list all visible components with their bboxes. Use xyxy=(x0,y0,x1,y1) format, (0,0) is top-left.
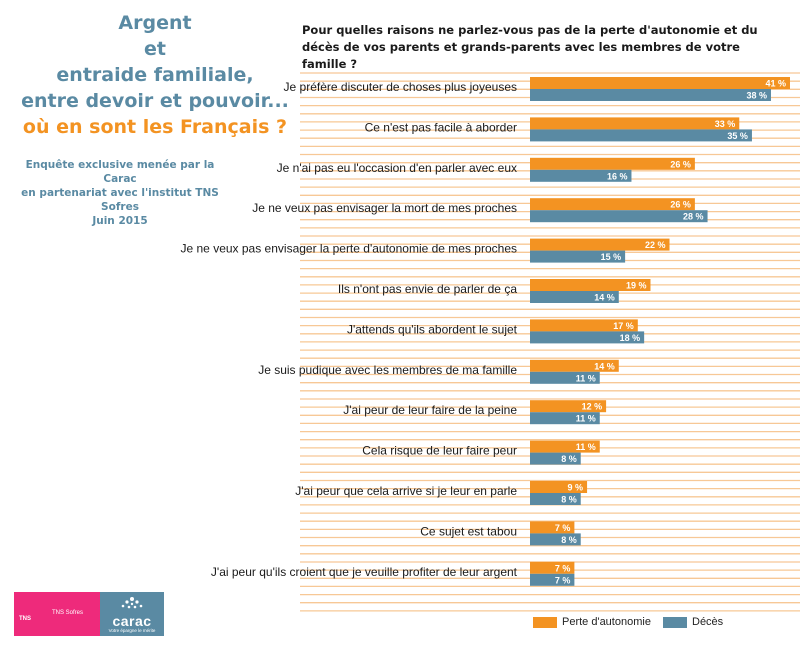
data-label-deces: 8 % xyxy=(561,495,577,505)
logos: TNS TNS Sofres carac Votre épargne le mé… xyxy=(14,592,164,636)
bar-perte-autonomie xyxy=(530,238,670,251)
tns-name: TNS Sofres xyxy=(52,610,84,616)
category-label: Je suis pudique avec les membres de ma f… xyxy=(258,363,517,377)
category-label: Je ne veux pas envisager la mort de mes … xyxy=(252,201,517,215)
bar-perte-autonomie xyxy=(530,440,600,453)
carac-tree-icon xyxy=(121,597,143,609)
tns-mark: TNS xyxy=(19,616,31,622)
left-panel: Argent et entraide familiale, entre devo… xyxy=(0,0,300,647)
category-label: J'ai peur de leur faire de la peine xyxy=(343,403,517,417)
data-label-perte-autonomie: 22 % xyxy=(645,240,666,250)
carac-name: carac xyxy=(112,613,152,629)
category-label: Je préfère discuter de choses plus joyeu… xyxy=(284,80,517,94)
carac-tagline: Votre épargne le mérite xyxy=(108,628,156,633)
survey-line: Juin 2015 xyxy=(92,215,148,227)
data-label-perte-autonomie: 7 % xyxy=(555,563,571,573)
title-line: entraide familiale, xyxy=(56,64,254,86)
bar-perte-autonomie xyxy=(530,561,575,574)
data-label-perte-autonomie: 26 % xyxy=(670,200,691,210)
data-label-perte-autonomie: 11 % xyxy=(576,442,596,452)
category-label: Je ne veux pas envisager la perte d'auto… xyxy=(181,242,518,256)
bar-deces xyxy=(530,89,771,101)
bar-deces xyxy=(530,291,619,303)
data-label-perte-autonomie: 9 % xyxy=(568,483,584,493)
category-label: Ils n'ont pas envie de parler de ça xyxy=(338,282,517,296)
bar-perte-autonomie xyxy=(530,400,607,413)
bar-deces xyxy=(530,250,626,263)
bar-perte-autonomie xyxy=(530,198,695,211)
bar-perte-autonomie xyxy=(530,77,790,89)
legend-label: Perte d'autonomie xyxy=(562,616,651,628)
data-label-deces: 38 % xyxy=(746,91,767,101)
bar-perte-autonomie xyxy=(530,117,740,130)
bar-deces xyxy=(530,452,581,465)
title-line: entre devoir et pouvoir... xyxy=(21,90,289,112)
bar-deces xyxy=(530,210,708,223)
carac-logo: carac Votre épargne le mérite xyxy=(100,592,164,636)
data-label-deces: 18 % xyxy=(620,333,641,343)
category-label: Cela risque de leur faire peur xyxy=(362,444,517,458)
data-label-perte-autonomie: 33 % xyxy=(715,119,736,129)
bar-perte-autonomie xyxy=(530,157,695,170)
legend-swatch-blue xyxy=(663,617,687,628)
bar-perte-autonomie xyxy=(530,319,638,332)
survey-line: Enquête exclusive menée par la Carac xyxy=(25,159,215,185)
data-label-deces: 8 % xyxy=(561,454,577,464)
bar-perte-autonomie xyxy=(530,521,575,534)
bar-perte-autonomie xyxy=(530,279,651,291)
bar-deces xyxy=(530,169,632,182)
category-label: J'ai peur que cela arrive si je leur en … xyxy=(295,484,517,498)
survey-note: Enquête exclusive menée par la Carac en … xyxy=(20,158,220,228)
category-label: J'ai peur qu'ils croient que je veuille … xyxy=(211,565,518,579)
data-label-deces: 7 % xyxy=(555,575,571,585)
data-label-deces: 15 % xyxy=(601,252,622,262)
data-label-perte-autonomie: 41 % xyxy=(765,79,786,89)
category-label: Je n'ai pas eu l'occasion d'en parler av… xyxy=(277,161,517,175)
data-label-deces: 11 % xyxy=(576,414,596,424)
survey-line: en partenariat avec l'institut TNS Sofre… xyxy=(21,187,219,213)
data-label-perte-autonomie: 19 % xyxy=(626,281,647,291)
data-label-perte-autonomie: 14 % xyxy=(594,361,615,371)
legend-swatch-orange xyxy=(533,617,557,628)
category-label: J'attends qu'ils abordent le sujet xyxy=(347,322,518,336)
bar-deces xyxy=(530,412,600,425)
main-title: Argent et entraide familiale, entre devo… xyxy=(20,10,290,140)
data-label-deces: 35 % xyxy=(727,131,748,141)
bar-perte-autonomie xyxy=(530,359,619,372)
title-line: Argent xyxy=(118,12,192,34)
title-line-accent: où en sont les Français ? xyxy=(22,116,288,138)
bar-deces xyxy=(530,493,581,505)
title-line: et xyxy=(144,38,166,60)
bar-deces xyxy=(530,371,600,384)
data-label-perte-autonomie: 12 % xyxy=(582,402,603,412)
bar-deces xyxy=(530,533,581,546)
data-label-deces: 11 % xyxy=(576,373,596,383)
chart-question: Pour quelles raisons ne parlez-vous pas … xyxy=(302,23,758,71)
category-label: Ce sujet est tabou xyxy=(420,524,517,538)
category-label: Ce n'est pas facile à aborder xyxy=(365,120,517,134)
data-label-deces: 8 % xyxy=(561,535,577,545)
bar-deces xyxy=(530,331,645,344)
bar-deces xyxy=(530,129,752,142)
bar-perte-autonomie xyxy=(530,481,588,493)
data-label-perte-autonomie: 17 % xyxy=(613,321,634,331)
data-label-deces: 14 % xyxy=(594,293,615,303)
bar-deces xyxy=(530,573,575,586)
data-label-perte-autonomie: 7 % xyxy=(555,523,571,533)
data-label-deces: 28 % xyxy=(683,212,704,222)
legend-label: Décès xyxy=(692,616,724,628)
data-label-perte-autonomie: 26 % xyxy=(670,159,691,169)
data-label-deces: 16 % xyxy=(607,171,628,181)
tns-sofres-logo: TNS TNS Sofres xyxy=(14,592,100,636)
